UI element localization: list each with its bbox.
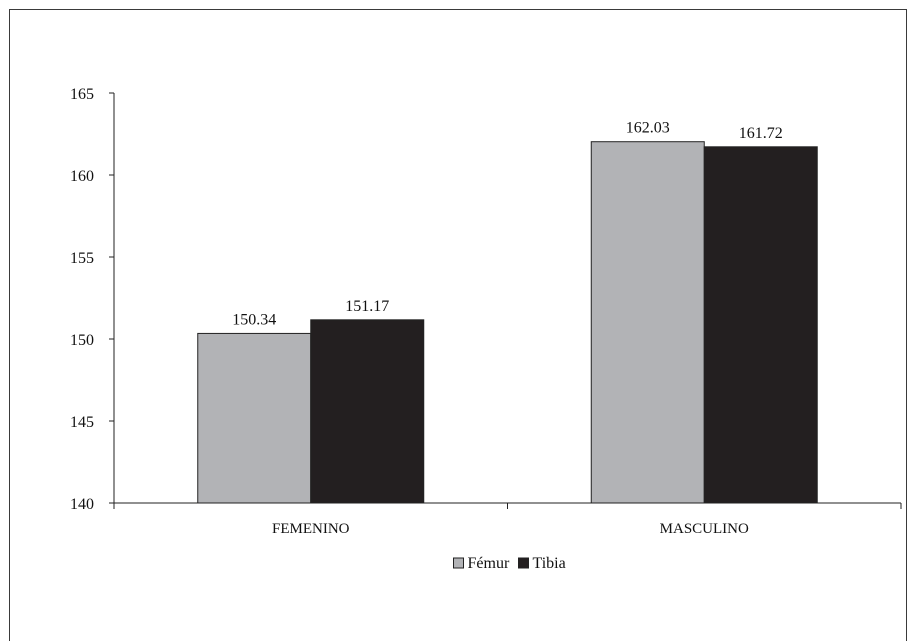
legend-label: Fémur [468, 555, 510, 572]
category-label: FEMENINO [272, 521, 350, 537]
data-label: 161.72 [739, 125, 783, 142]
bar-tibia-masculino [703, 146, 818, 504]
y-tick-label: 155 [70, 250, 94, 267]
y-tick-label: 145 [70, 414, 94, 431]
chart-legend: Fémur Tibia [453, 555, 566, 572]
bar-fmur-masculino [590, 141, 705, 504]
bar-fmur-femenino [197, 332, 312, 504]
legend-label: Tibia [533, 555, 566, 572]
legend-swatch [453, 557, 464, 569]
category-label: MASCULINO [660, 521, 749, 537]
y-tick-label: 165 [70, 86, 94, 103]
chart-labels: 150.34 151.17 FEMENINO 162.03 161.72 MASCULIN… [232, 120, 783, 537]
legend-swatch [518, 557, 529, 569]
y-tick-label: 140 [70, 496, 94, 513]
chart-frame [9, 9, 907, 641]
y-tick-label: 150 [70, 332, 94, 349]
chart-bars [197, 141, 818, 504]
data-label: 151.17 [345, 298, 389, 315]
data-label: 162.03 [626, 120, 670, 137]
bar-tibia-femenino [310, 319, 425, 504]
data-label: 150.34 [232, 311, 276, 328]
y-tick-label: 160 [70, 168, 94, 185]
